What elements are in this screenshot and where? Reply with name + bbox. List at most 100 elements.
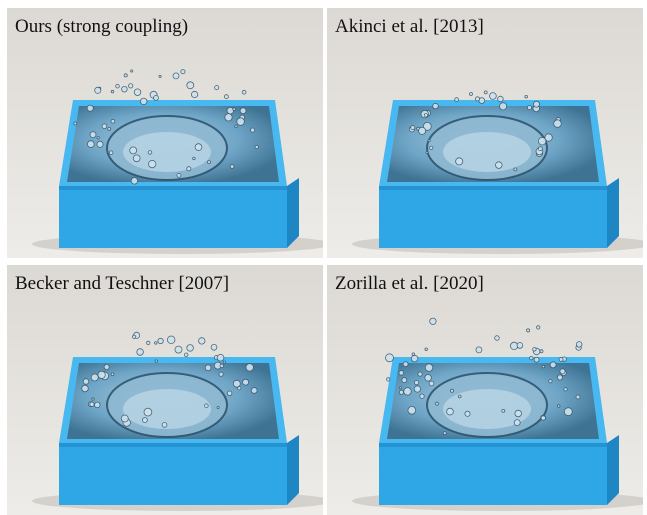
droplet xyxy=(81,384,89,393)
droplet xyxy=(414,380,420,386)
droplet xyxy=(446,407,454,416)
droplet xyxy=(513,419,521,427)
droplet xyxy=(532,347,537,352)
droplet xyxy=(529,356,534,361)
droplet xyxy=(403,387,412,396)
droplet xyxy=(121,85,128,93)
droplet xyxy=(232,379,241,388)
droplet xyxy=(129,146,138,155)
droplet xyxy=(89,401,95,407)
box-front xyxy=(379,443,607,505)
droplet xyxy=(223,94,229,100)
render-panel-zorilla: Zorilla et al. [2020] xyxy=(327,265,643,515)
droplet xyxy=(442,431,447,436)
panel-label: Ours (strong coupling) xyxy=(15,16,189,37)
droplet xyxy=(385,353,394,363)
droplet xyxy=(548,379,553,384)
droplet xyxy=(101,123,108,129)
droplet xyxy=(110,372,115,377)
droplet xyxy=(237,386,242,391)
droplet xyxy=(418,126,427,135)
crater-inner xyxy=(123,132,211,172)
droplet xyxy=(402,361,409,368)
droplet xyxy=(489,92,497,100)
droplet xyxy=(494,335,500,341)
droplet xyxy=(232,107,237,111)
droplet xyxy=(186,344,194,352)
droplet xyxy=(429,317,437,325)
droplet xyxy=(219,363,224,369)
box-side xyxy=(287,435,299,505)
droplet xyxy=(236,117,245,126)
droplet xyxy=(410,125,416,130)
droplet xyxy=(401,377,408,383)
droplet xyxy=(544,133,553,142)
droplet xyxy=(398,386,402,390)
render-panel-becker: Becker and Teschner [2007] xyxy=(7,265,323,515)
droplet xyxy=(204,403,209,408)
droplet xyxy=(432,102,439,110)
droplet xyxy=(524,94,528,99)
droplet xyxy=(497,95,504,103)
droplet xyxy=(172,72,180,80)
droplet xyxy=(97,370,106,379)
droplet xyxy=(425,150,429,154)
droplet xyxy=(513,167,518,172)
droplet xyxy=(435,401,439,406)
droplet xyxy=(549,361,557,369)
droplet xyxy=(82,378,90,385)
droplet xyxy=(526,105,532,111)
droplet xyxy=(533,356,540,363)
droplet xyxy=(174,345,183,354)
droplet xyxy=(108,150,114,155)
droplet xyxy=(94,86,102,94)
droplet xyxy=(136,348,144,356)
render-panel-akinci: Akinci et al. [2013] xyxy=(327,8,643,258)
droplet xyxy=(103,364,110,371)
droplet xyxy=(146,340,151,346)
droplet xyxy=(139,97,148,106)
droplet xyxy=(455,157,464,166)
droplet xyxy=(250,387,258,394)
droplet xyxy=(454,97,459,102)
droplet xyxy=(540,415,546,421)
droplet xyxy=(417,371,423,377)
droplet xyxy=(107,127,112,131)
droplet xyxy=(123,73,128,78)
droplet xyxy=(157,337,164,345)
droplet xyxy=(191,90,199,99)
droplet xyxy=(229,164,235,169)
droplet xyxy=(133,88,142,96)
droplet xyxy=(207,160,211,165)
droplet xyxy=(242,378,250,386)
droplet xyxy=(413,385,422,393)
droplet xyxy=(128,83,134,89)
render-image xyxy=(7,8,323,258)
droplet xyxy=(559,368,566,375)
droplet xyxy=(516,342,524,349)
droplet xyxy=(464,410,471,417)
droplet xyxy=(563,387,568,392)
box-side xyxy=(287,178,299,248)
droplet xyxy=(457,394,462,399)
droplet xyxy=(250,127,256,133)
droplet xyxy=(245,363,254,372)
droplet xyxy=(148,160,157,169)
droplet xyxy=(539,349,544,354)
droplet xyxy=(483,90,488,95)
droplet xyxy=(501,408,506,413)
droplet xyxy=(398,370,404,376)
droplet xyxy=(541,364,546,369)
droplet xyxy=(204,364,212,372)
droplet xyxy=(474,96,480,102)
droplet xyxy=(210,344,218,351)
panel-label: Becker and Teschner [2007] xyxy=(15,273,230,294)
crater-inner xyxy=(123,389,211,429)
droplet xyxy=(186,166,192,172)
droplet xyxy=(222,360,226,364)
droplet xyxy=(495,161,503,169)
droplet xyxy=(575,394,581,400)
render-image xyxy=(7,265,323,515)
droplet xyxy=(424,363,434,372)
droplet xyxy=(186,81,195,90)
